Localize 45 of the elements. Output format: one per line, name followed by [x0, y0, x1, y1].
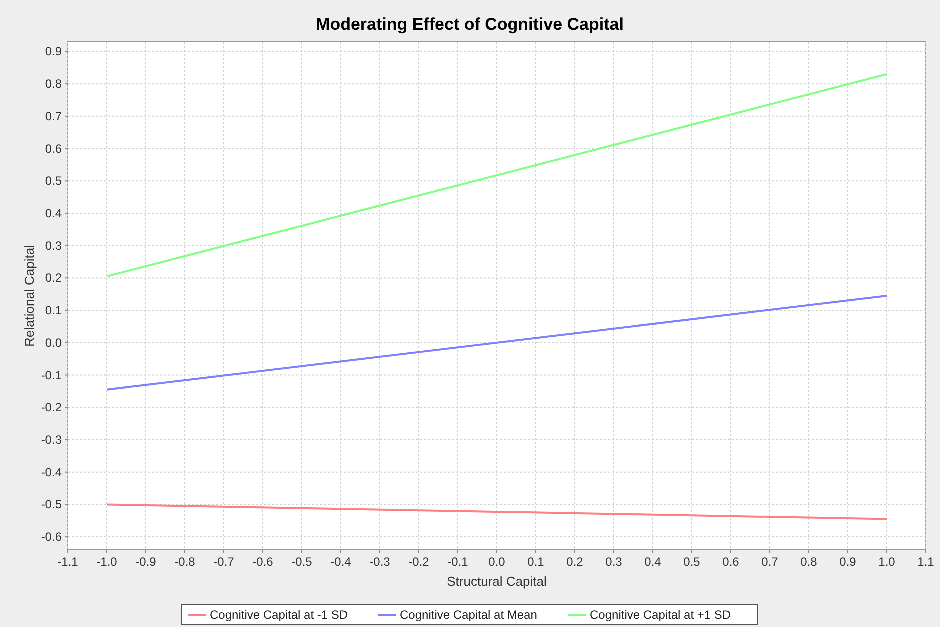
x-tick-label: -0.1 [448, 555, 469, 569]
x-tick-label: -0.9 [136, 555, 157, 569]
y-tick-label: 0.3 [45, 238, 62, 253]
legend-label: Cognitive Capital at -1 SD [210, 608, 348, 622]
y-tick-label: 0.1 [45, 304, 62, 318]
x-tick-label: 1.1 [918, 555, 935, 569]
x-tick-label: 0.7 [762, 555, 779, 569]
y-tick-label: 0.5 [45, 174, 62, 188]
y-tick-label: 0.6 [45, 142, 62, 156]
y-tick-label: -0.4 [41, 465, 62, 480]
x-tick-label: 0.8 [800, 555, 818, 569]
legend-label: Cognitive Capital at +1 SD [590, 608, 732, 622]
x-tick-label: -1.0 [96, 555, 118, 569]
x-tick-label: 0.2 [566, 555, 584, 569]
y-tick-label: 0.2 [45, 271, 62, 286]
chart-title: Moderating Effect of Cognitive Capital [316, 15, 624, 34]
x-tick-label: 0.0 [488, 555, 506, 569]
legend-label: Cognitive Capital at Mean [400, 608, 538, 622]
y-tick-label: -0.5 [41, 498, 62, 512]
y-axis-title: Relational Capital [22, 244, 37, 347]
y-tick-label: 0.0 [45, 336, 62, 350]
x-tick-label: 0.1 [528, 555, 545, 569]
y-tick-label: 0.7 [45, 109, 62, 124]
x-tick-label: -0.4 [330, 555, 352, 569]
x-tick-label: 0.6 [722, 555, 740, 569]
y-tick-label: -0.2 [41, 400, 62, 415]
x-tick-label: -1.1 [58, 555, 79, 569]
x-axis-title: Structural Capital [447, 574, 547, 589]
x-tick-label: 0.3 [606, 555, 623, 569]
x-tick-label: -0.2 [408, 555, 430, 569]
x-tick-label: -0.3 [370, 555, 391, 569]
y-tick-label: 0.4 [45, 206, 62, 220]
x-tick-label: -0.7 [214, 555, 235, 569]
x-tick-label: 1.0 [878, 555, 896, 569]
x-tick-label: 0.5 [684, 555, 701, 569]
y-tick-label: -0.1 [41, 368, 62, 382]
x-tick-label: -0.6 [252, 555, 274, 569]
x-tick-label: 0.9 [840, 555, 857, 569]
x-tick-label: -0.5 [292, 555, 313, 569]
y-tick-label: -0.3 [41, 432, 62, 447]
y-tick-label: 0.8 [45, 77, 62, 92]
y-tick-label: -0.6 [41, 530, 62, 544]
x-tick-label: 0.4 [644, 555, 662, 569]
x-tick-label: -0.8 [174, 555, 196, 569]
y-tick-label: 0.9 [45, 44, 62, 59]
